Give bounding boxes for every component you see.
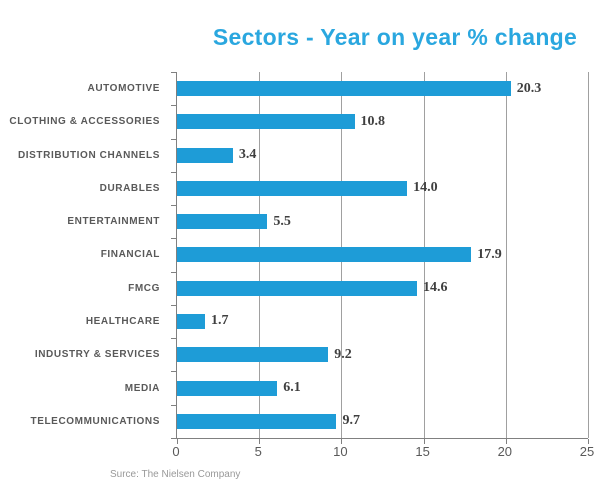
bar-financial [177,247,472,263]
category-label-financial: FINANCIAL [100,249,160,261]
category-label-automotive: AUTOMOTIVE [87,83,160,95]
x-axis-tick-25 [588,439,589,444]
category-label-fmcg: FMCG [128,282,160,294]
source-note: Surce: The Nielsen Company [110,469,241,480]
value-label-fmcg: 14.6 [423,280,448,296]
plot-area: 20.3 10.8 3.4 14.0 5.5 17.9 14.6 1.7 9.2 6.1 9.7 [171,72,589,444]
category-label-distribution-channels: DISTRIBUTION CHANNELS [17,149,160,161]
bar-healthcare [177,313,205,329]
value-label-telecommunications: 9.7 [342,413,360,429]
category-labels: AUTOMOTIVE CLOTHING & ACCESSORIES DISTRIBU… [0,72,168,438]
x-tick-label-5: 5 [254,444,262,459]
x-axis-tick-10 [341,439,343,444]
bar-row-financial: 17.9 [177,238,588,271]
y-axis-tick-11 [171,438,176,439]
category-label-industry-services: INDUSTRY & SERVICES [34,349,160,361]
chart-title: Sectors - Year on year % change [212,24,578,50]
value-label-financial: 17.9 [477,246,502,262]
y-axis-tick-4 [171,205,176,207]
y-axis-tick-6 [171,271,176,273]
bar-telecommunications [177,413,337,429]
x-axis-tick-20 [505,439,507,444]
bar-industry-services [177,347,329,363]
bar-row-telecommunications: 9.7 [177,405,588,438]
bar-automotive [177,81,511,97]
bar-distribution-channels [177,147,233,163]
y-axis-tick-9 [171,371,176,373]
y-axis-tick-2 [171,138,176,140]
gridline-25 [588,72,589,438]
value-label-automotive: 20.3 [516,80,542,96]
bar-row-media: 6.1 [177,371,588,404]
bar-row-durables: 14.0 [177,172,588,205]
x-tick-label-25: 25 [579,444,595,459]
bar-row-entertainment: 5.5 [177,205,588,238]
bar-row-clothing-accessories: 10.8 [177,105,588,138]
x-tick-label-10: 10 [333,444,348,459]
y-axis-tick-1 [171,105,176,107]
gridline-20 [505,72,507,438]
x-tick-label-0: 0 [172,444,180,459]
bar-durables [177,180,408,196]
value-label-distribution-channels: 3.4 [238,147,257,163]
category-label-entertainment: ENTERTAINMENT [67,216,160,228]
bar-row-industry-services: 9.2 [177,338,588,371]
bar-row-healthcare: 1.7 [177,305,588,338]
value-label-durables: 14.0 [413,180,438,196]
x-axis-tick-0 [177,439,178,444]
bar-row-automotive: 20.3 [177,72,588,105]
value-label-clothing-accessories: 10.8 [360,113,386,129]
x-axis-tick-15 [423,439,425,444]
bar-fmcg [177,280,418,296]
category-label-telecommunications: TELECOMMUNICATIONS [30,415,160,427]
bars-layer: 20.3 10.8 3.4 14.0 5.5 17.9 14.6 1.7 9.2 6.1 9.7 [177,72,588,438]
value-label-media: 6.1 [283,380,301,396]
y-axis-tick-10 [171,404,176,406]
value-label-industry-services: 9.2 [334,346,352,362]
x-axis-tick-labels: 0 5 10 15 20 25 [172,444,594,460]
y-axis-tick-8 [171,338,176,340]
bar-row-distribution-channels: 3.4 [177,139,588,172]
category-label-durables: DURABLES [99,182,160,194]
bar-entertainment [177,214,268,230]
category-label-healthcare: HEALTHCARE [85,315,160,327]
y-axis-tick-0 [171,72,176,73]
x-axis-tick-5 [259,439,261,444]
x-tick-label-15: 15 [415,444,430,459]
value-label-healthcare: 1.7 [210,313,229,329]
value-label-entertainment: 5.5 [273,213,291,229]
y-axis-tick-3 [171,171,176,173]
bar-row-fmcg: 14.6 [177,272,588,305]
bar-clothing-accessories [177,114,355,130]
category-label-clothing-accessories: CLOTHING & ACCESSORIES [9,116,160,128]
y-axis-tick-7 [171,304,176,306]
bar-media [177,380,278,396]
y-axis-tick-5 [171,238,176,240]
category-label-media: MEDIA [124,382,160,394]
x-tick-label-20: 20 [497,444,513,459]
